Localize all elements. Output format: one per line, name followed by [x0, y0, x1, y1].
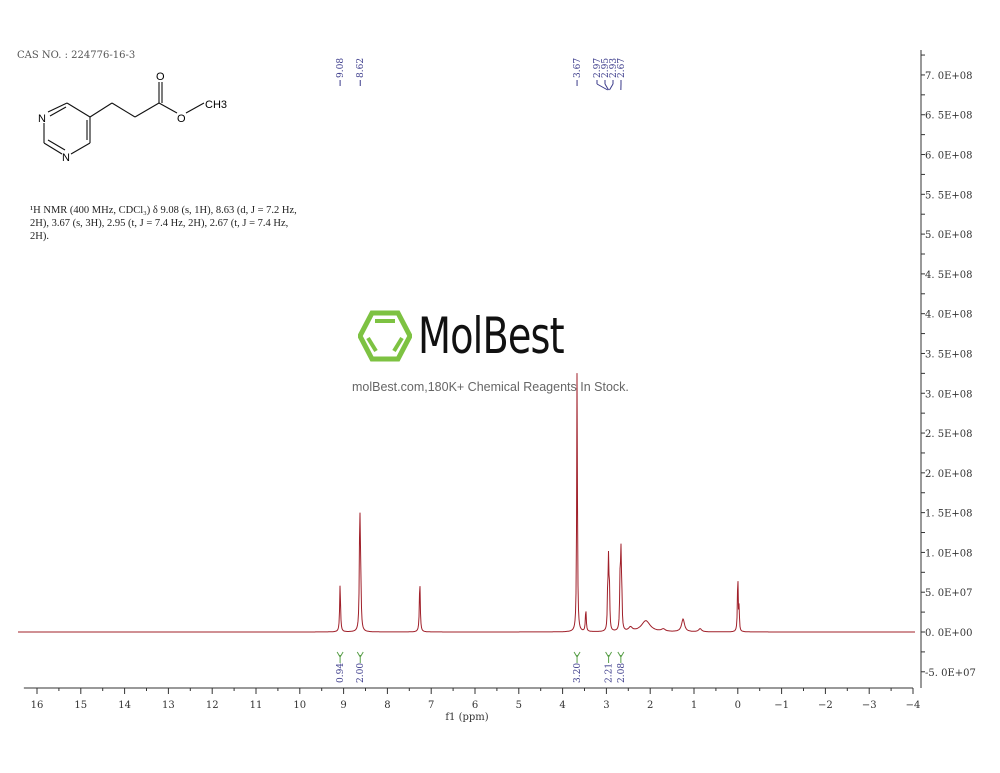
- x-tick-label: 8: [384, 700, 390, 711]
- peak-label-text: 9.08: [336, 58, 346, 78]
- y-tick-label: 6. 0E+08: [925, 151, 973, 162]
- y-tick-label: -5. 0E+07: [925, 668, 976, 679]
- peak-label: 8.62: [356, 58, 366, 86]
- integration-mark: 2.21: [605, 651, 615, 683]
- y-tick-label: 5. 0E+08: [925, 230, 973, 241]
- y-tick-label: 3. 5E+08: [925, 349, 973, 360]
- peak-label-text: 2.95: [601, 58, 611, 78]
- x-tick-label: 15: [74, 700, 87, 711]
- integration-value: 3.20: [573, 663, 583, 683]
- peak-label-text: 8.62: [356, 58, 366, 78]
- integration-icon: [336, 651, 344, 663]
- peak-label: 2.93: [609, 58, 619, 91]
- atom-o-ester: O: [177, 113, 186, 125]
- integration-icon: [356, 651, 364, 663]
- hexagon-logo-icon: [358, 310, 412, 362]
- x-tick-label: 2: [647, 700, 653, 711]
- molecule-structure: N N O O CH3: [38, 71, 227, 164]
- x-tick-label: 14: [118, 700, 131, 711]
- peak-label: 2.97: [593, 58, 608, 91]
- y-tick-label: 2. 0E+08: [925, 469, 973, 480]
- x-tick-label: 5: [516, 700, 522, 711]
- y-tick-label: 4. 0E+08: [925, 310, 973, 321]
- x-tick-label: −1: [774, 700, 789, 711]
- x-tick-label: 6: [472, 700, 478, 711]
- y-tick-label: 2. 5E+08: [925, 429, 973, 440]
- logo-tagline: molBest.com,180K+ Chemical Reagents In S…: [352, 380, 629, 394]
- peak-label-connector: [596, 83, 608, 91]
- x-tick-label: −2: [818, 700, 833, 711]
- y-tick-label: 5. 5E+08: [925, 190, 973, 201]
- integration-mark: 0.94: [336, 651, 346, 683]
- integration-value: 2.08: [617, 663, 627, 683]
- x-tick-label: 13: [162, 700, 175, 711]
- integration-value: 2.21: [605, 663, 615, 683]
- spectrum-line: [18, 373, 915, 633]
- x-tick-label: 0: [735, 700, 741, 711]
- y-tick-label: 4. 5E+08: [925, 270, 973, 281]
- x-tick-label: −4: [906, 700, 921, 711]
- atom-n1: N: [38, 113, 46, 125]
- x-tick-label: 4: [559, 700, 565, 711]
- logo-brand-text: MolBest: [418, 307, 565, 365]
- x-tick-label: −3: [862, 700, 877, 711]
- integration-mark: 3.20: [573, 651, 583, 683]
- integration-icon: [573, 651, 581, 663]
- atom-ch3: CH3: [205, 99, 227, 111]
- peak-label: 2.67: [617, 58, 627, 91]
- peak-label: 3.67: [573, 58, 583, 86]
- y-tick-label: 1. 5E+08: [925, 509, 973, 520]
- peak-label: 2.95: [601, 58, 611, 91]
- peak-label: 9.08: [336, 58, 346, 86]
- x-tick-label: 3: [603, 700, 609, 711]
- x-tick-label: 10: [293, 700, 306, 711]
- peak-label-text: 2.97: [593, 58, 603, 78]
- integration-mark: 2.00: [356, 651, 366, 683]
- y-tick-label: 1. 0E+08: [925, 548, 973, 559]
- x-tick-label: 9: [340, 700, 346, 711]
- y-tick-label: 5. 0E+07: [925, 588, 973, 599]
- y-tick-label: 0. 0E+00: [925, 628, 973, 639]
- x-tick-label: 11: [250, 700, 263, 711]
- y-tick-label: 3. 0E+08: [925, 389, 973, 400]
- nmr-description: ¹H NMR (400 MHz, CDCl₃) δ 9.08 (s, 1H), …: [30, 205, 297, 242]
- x-tick-label: 1: [691, 700, 697, 711]
- cas-number: CAS NO. : 224776-16-3: [17, 50, 136, 61]
- atom-n2: N: [62, 152, 70, 164]
- y-tick-label: 6. 5E+08: [925, 111, 973, 122]
- y-tick-label: 7. 0E+08: [925, 71, 973, 82]
- integration-value: 0.94: [336, 663, 346, 683]
- peak-label-text: 2.93: [609, 58, 619, 78]
- x-tick-label: 7: [428, 700, 434, 711]
- integration-mark: 2.08: [617, 651, 627, 683]
- integration-value: 2.00: [356, 663, 366, 683]
- molbest-logo: MolBest: [358, 310, 589, 362]
- x-tick-label: 12: [206, 700, 219, 711]
- peak-label-text: 2.67: [617, 58, 627, 78]
- integration-icon: [617, 651, 625, 663]
- x-axis-label: f1 (ppm): [445, 712, 488, 723]
- atom-o-carbonyl: O: [156, 71, 165, 83]
- x-tick-label: 16: [31, 700, 44, 711]
- peak-label-connector: [609, 83, 614, 91]
- integration-icon: [605, 651, 613, 663]
- peak-label-text: 3.67: [573, 58, 583, 78]
- peak-label-connector: [604, 83, 610, 91]
